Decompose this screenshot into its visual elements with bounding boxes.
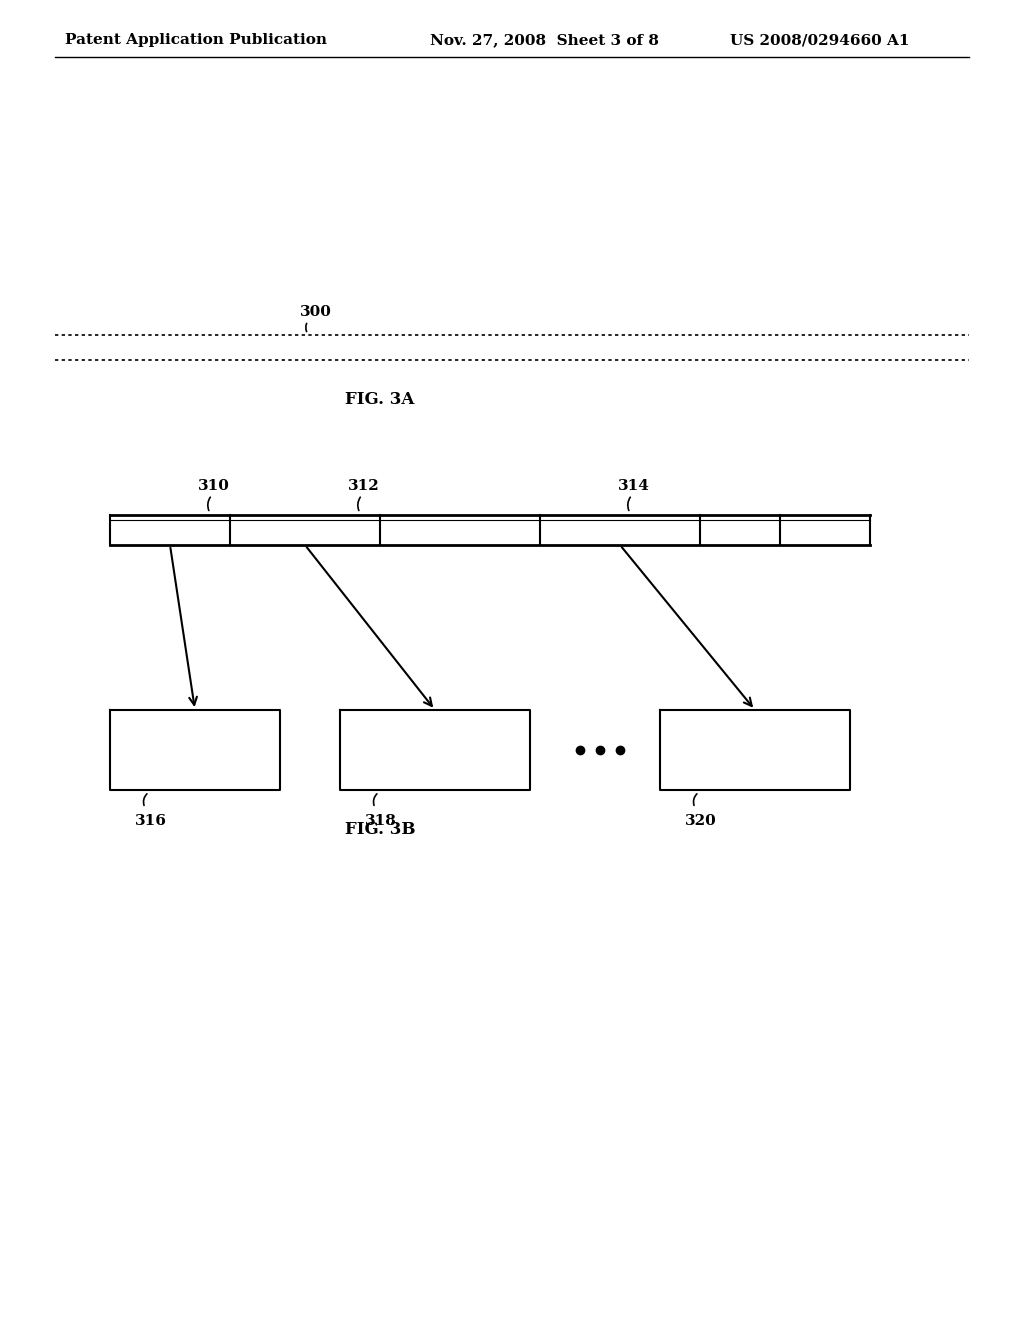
Text: FIG. 3B: FIG. 3B <box>345 821 416 838</box>
Text: 316: 316 <box>135 814 167 828</box>
Text: US 2008/0294660 A1: US 2008/0294660 A1 <box>730 33 909 48</box>
Text: 318: 318 <box>365 814 397 828</box>
Text: 310: 310 <box>198 479 229 492</box>
Text: FIG. 3A: FIG. 3A <box>345 392 415 408</box>
Text: 312: 312 <box>348 479 380 492</box>
Text: 314: 314 <box>618 479 650 492</box>
Text: Patent Application Publication: Patent Application Publication <box>65 33 327 48</box>
Text: 300: 300 <box>300 305 332 319</box>
Text: Nov. 27, 2008  Sheet 3 of 8: Nov. 27, 2008 Sheet 3 of 8 <box>430 33 659 48</box>
Text: 320: 320 <box>685 814 717 828</box>
